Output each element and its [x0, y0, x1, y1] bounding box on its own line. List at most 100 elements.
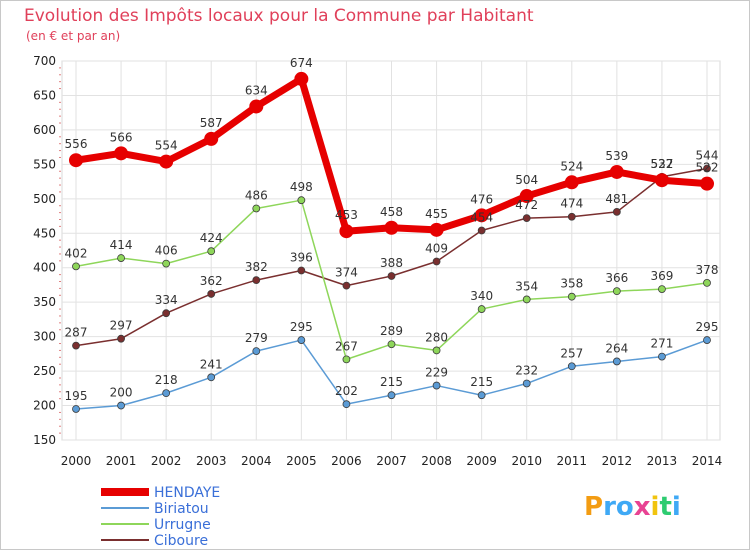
data-label-biriatou: 271 — [650, 337, 673, 351]
data-label-urrugne: 414 — [110, 238, 133, 252]
x-tick-label: 2004 — [241, 454, 272, 468]
data-point-biriatou — [567, 362, 576, 371]
data-point-ciboure — [342, 281, 351, 290]
data-point-ciboure — [477, 226, 486, 235]
data-point-biriatou — [162, 389, 171, 398]
data-point-hendaye — [474, 208, 489, 223]
y-tick-label: 700 — [33, 54, 56, 68]
data-point-urrugne — [658, 285, 666, 293]
data-point-hendaye — [564, 175, 579, 190]
data-label-urrugne: 267 — [335, 339, 358, 353]
data-label-biriatou: 218 — [155, 373, 178, 387]
data-label-biriatou: 195 — [65, 389, 88, 403]
y-tick-label: 150 — [33, 433, 56, 447]
data-label-ciboure: 396 — [290, 250, 313, 264]
data-point-biriatou — [72, 405, 80, 413]
chart-title: Evolution des Impôts locaux pour la Comm… — [24, 6, 534, 26]
data-point-urrugne — [432, 346, 441, 355]
data-point-urrugne — [477, 305, 486, 313]
data-point-biriatou — [703, 336, 711, 344]
x-tick-label: 2008 — [421, 454, 452, 468]
data-label-hendaye: 504 — [515, 173, 538, 187]
y-tick-label: 300 — [33, 330, 56, 344]
data-point-hendaye — [519, 189, 534, 204]
data-point-urrugne — [612, 287, 621, 296]
data-point-hendaye — [700, 176, 714, 191]
data-label-ciboure: 409 — [425, 242, 448, 256]
data-label-ciboure: 362 — [200, 274, 223, 288]
y-tick-label: 350 — [33, 295, 56, 309]
x-tick-label: 2000 — [61, 454, 92, 468]
data-label-hendaye: 674 — [290, 56, 313, 70]
axes: 150 200 250 300 350 400 450 500 550 600 650 700 2000… — [33, 54, 722, 468]
x-tick-label: 2011 — [557, 454, 588, 468]
data-point-biriatou — [117, 401, 125, 410]
data-point-hendaye — [294, 71, 309, 86]
data-point-urrugne — [342, 355, 351, 364]
data-label-urrugne: 369 — [650, 269, 673, 283]
data-point-ciboure — [522, 214, 531, 223]
data-label-hendaye: 634 — [245, 83, 268, 97]
data-point-biriatou — [252, 347, 261, 356]
legend: HENDAYE Biriatou Urrugne Ciboure — [101, 485, 220, 549]
data-point-urrugne — [703, 278, 711, 287]
data-point-ciboure — [703, 164, 711, 173]
data-point-hendaye — [384, 220, 399, 235]
y-tick-label: 600 — [33, 123, 56, 137]
x-tick-label: 2006 — [331, 454, 362, 468]
data-label-ciboure: 472 — [515, 198, 538, 212]
data-label-urrugne: 366 — [605, 271, 628, 285]
data-label-hendaye: 566 — [110, 130, 133, 144]
x-tick-label: 2009 — [466, 454, 497, 468]
data-label-hendaye: 458 — [380, 205, 403, 219]
data-label-biriatou: 295 — [290, 320, 313, 334]
y-tick-label: 450 — [33, 226, 56, 240]
data-label-hendaye: 522 — [696, 161, 719, 175]
x-tick-label: 2001 — [106, 454, 137, 468]
data-point-biriatou — [612, 357, 621, 366]
data-label-biriatou: 229 — [425, 366, 448, 380]
data-point-urrugne — [387, 340, 396, 349]
x-tick-label: 2010 — [511, 454, 542, 468]
data-label-urrugne: 340 — [470, 289, 493, 303]
data-label-biriatou: 257 — [560, 346, 583, 360]
data-label-biriatou: 200 — [110, 386, 133, 400]
data-label-urrugne: 289 — [380, 324, 403, 338]
data-point-ciboure — [387, 272, 396, 280]
x-tick-label: 2002 — [151, 454, 182, 468]
data-label-ciboure: 544 — [696, 148, 719, 162]
data-point-hendaye — [114, 146, 129, 161]
y-tick-label: 500 — [33, 192, 56, 206]
data-point-hendaye — [249, 99, 264, 114]
data-point-ciboure — [207, 290, 216, 298]
data-point-urrugne — [297, 196, 306, 205]
data-point-hendaye — [429, 222, 444, 237]
data-label-hendaye: 556 — [65, 137, 88, 151]
legend-label-ciboure: Ciboure — [154, 533, 208, 549]
data-label-hendaye: 455 — [425, 207, 448, 221]
data-point-biriatou — [342, 400, 351, 409]
x-tick-label: 2014 — [692, 454, 723, 468]
data-point-urrugne — [72, 262, 80, 271]
data-point-biriatou — [477, 391, 486, 400]
data-label-urrugne: 280 — [425, 330, 448, 344]
data-point-biriatou — [432, 381, 441, 390]
data-label-biriatou: 215 — [470, 375, 493, 389]
data-point-urrugne — [162, 259, 171, 268]
data-labels: 287 297 334 362 382 396 374 388 409 454 472 474 481 5… — [65, 56, 719, 403]
data-label-ciboure: 334 — [155, 293, 178, 307]
y-tick-label: 400 — [33, 261, 56, 275]
x-tick-label: 2003 — [196, 454, 227, 468]
data-label-biriatou: 295 — [696, 320, 719, 334]
data-label-urrugne: 406 — [155, 244, 178, 258]
data-point-hendaye — [654, 173, 669, 188]
y-tick-label: 200 — [33, 399, 56, 413]
data-point-hendaye — [69, 153, 83, 168]
data-label-ciboure: 287 — [65, 326, 88, 340]
data-point-urrugne — [567, 292, 576, 301]
chart-subtitle: (en € et par an) — [26, 29, 120, 43]
data-point-ciboure — [117, 334, 125, 343]
y-tick-label: 550 — [33, 157, 56, 171]
data-label-ciboure: 532 — [650, 157, 673, 171]
